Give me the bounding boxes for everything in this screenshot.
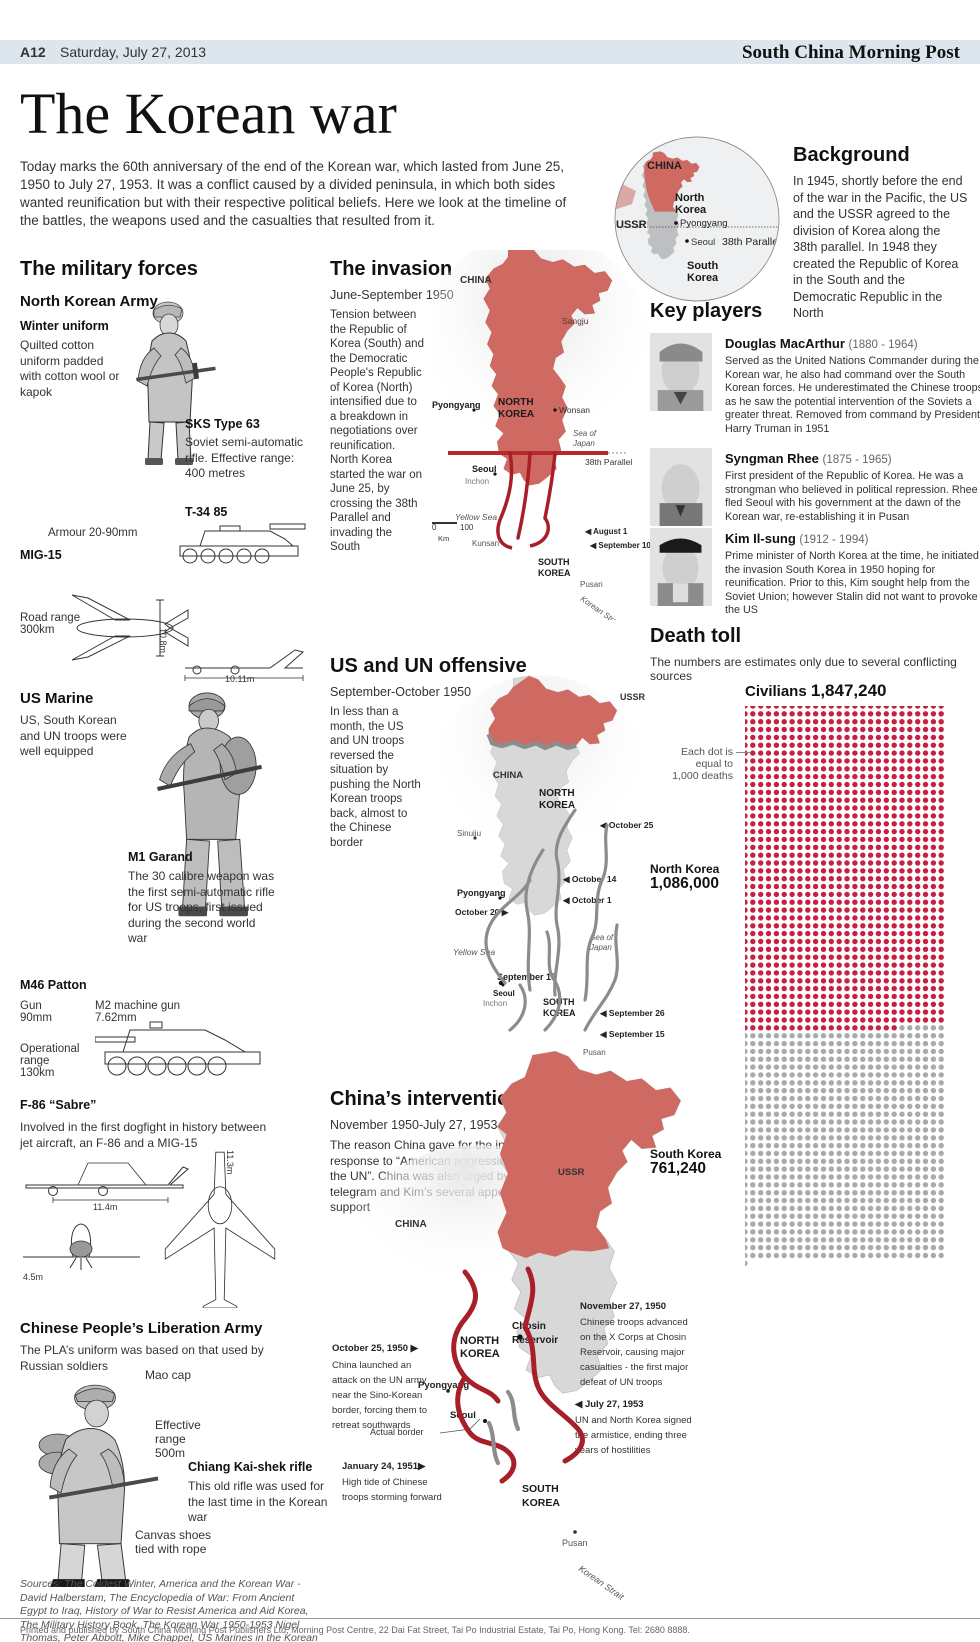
svg-text:South: South — [687, 260, 718, 272]
svg-text:Korean Strait: Korean Strait — [577, 1563, 626, 1602]
svg-text:4.5m: 4.5m — [23, 1272, 43, 1282]
svg-text:CHINA: CHINA — [647, 160, 682, 172]
svg-text:China launched an: China launched an — [332, 1360, 411, 1371]
svg-text:Pyongyang: Pyongyang — [432, 400, 481, 410]
svg-text:Seoul: Seoul — [493, 989, 515, 998]
svg-text:Reservoir, causing major: Reservoir, causing major — [580, 1347, 685, 1358]
svg-text:Pusan: Pusan — [583, 1048, 606, 1057]
svg-text:38th Parallel: 38th Parallel — [722, 236, 780, 248]
svg-text:◀ October 1: ◀ October 1 — [562, 895, 612, 905]
svg-text:◀ October 14: ◀ October 14 — [562, 874, 617, 884]
svg-text:100: 100 — [460, 523, 474, 532]
svg-text:Km: Km — [438, 534, 449, 543]
svg-text:Reservoir: Reservoir — [512, 1335, 558, 1346]
svg-text:Korean Strait: Korean Strait — [579, 594, 623, 620]
svg-text:Seoul: Seoul — [472, 464, 497, 474]
svg-text:September 15: September 15 — [497, 972, 556, 982]
svg-text:Sea of: Sea of — [573, 429, 597, 438]
svg-text:Japan: Japan — [589, 943, 612, 952]
svg-text:Korea: Korea — [687, 272, 719, 284]
svg-text:Inchon: Inchon — [465, 477, 489, 486]
svg-text:November 27, 1950: November 27, 1950 — [580, 1301, 666, 1312]
svg-text:border, forcing them to: border, forcing them to — [332, 1405, 427, 1416]
svg-text:NORTH: NORTH — [539, 788, 575, 799]
svg-text:USSR: USSR — [558, 1167, 585, 1178]
svg-text:Sinuiju: Sinuiju — [457, 829, 481, 838]
svg-text:Yellow Sea: Yellow Sea — [455, 512, 497, 522]
svg-text:0: 0 — [432, 523, 437, 532]
svg-text:Actual border: Actual border — [370, 1427, 424, 1437]
svg-text:SOUTH: SOUTH — [538, 557, 570, 567]
svg-text:KOREA: KOREA — [498, 409, 534, 420]
svg-text:Inchon: Inchon — [483, 999, 507, 1008]
svg-text:Sangju: Sangju — [562, 316, 589, 326]
svg-text:11.4m: 11.4m — [93, 1202, 117, 1212]
svg-text:◀ September 26: ◀ September 26 — [599, 1008, 665, 1018]
svg-text:troops storming forward: troops storming forward — [342, 1492, 442, 1503]
svg-text:10.8m: 10.8m — [158, 628, 168, 653]
svg-text:38th Parallel: 38th Parallel — [585, 457, 632, 467]
svg-text:USSR: USSR — [616, 219, 647, 231]
svg-text:CHINA: CHINA — [395, 1219, 427, 1230]
svg-text:SOUTH: SOUTH — [522, 1483, 559, 1495]
svg-text:CHINA: CHINA — [493, 770, 523, 781]
svg-text:years of hostilities: years of hostilities — [575, 1445, 651, 1456]
svg-text:KOREA: KOREA — [460, 1348, 500, 1360]
svg-text:January 24, 1951▶: January 24, 1951▶ — [342, 1461, 427, 1472]
svg-text:the armistice, ending three: the armistice, ending three — [575, 1430, 687, 1441]
svg-text:KOREA: KOREA — [538, 568, 571, 578]
svg-text:Chinese troops advanced: Chinese troops advanced — [580, 1317, 688, 1328]
svg-text:◀ August 1: ◀ August 1 — [584, 527, 628, 536]
svg-text:on the X Corps at Chosin: on the X Corps at Chosin — [580, 1332, 686, 1343]
svg-text:UN and North Korea signed: UN and North Korea signed — [575, 1415, 692, 1426]
svg-text:◀ July 27, 1953: ◀ July 27, 1953 — [574, 1399, 644, 1410]
svg-text:casualties - the first major: casualties - the first major — [580, 1362, 688, 1373]
svg-text:North: North — [675, 192, 705, 204]
svg-text:KOREA: KOREA — [522, 1497, 560, 1509]
svg-text:defeat of UN troops: defeat of UN troops — [580, 1377, 663, 1388]
svg-text:attack on the UN army: attack on the UN army — [332, 1375, 427, 1386]
svg-text:Wonsan: Wonsan — [559, 405, 590, 415]
svg-text:High tide of Chinese: High tide of Chinese — [342, 1477, 428, 1488]
svg-text:10.11m: 10.11m — [225, 674, 254, 683]
svg-text:Kunsan: Kunsan — [472, 539, 499, 548]
svg-text:Pyongyang: Pyongyang — [457, 888, 506, 898]
svg-text:Pusan: Pusan — [580, 580, 603, 589]
svg-text:Seoul: Seoul — [691, 237, 715, 248]
svg-text:USSR: USSR — [620, 692, 646, 702]
svg-text:October 25, 1950 ▶: October 25, 1950 ▶ — [332, 1343, 420, 1354]
svg-text:Korea: Korea — [675, 204, 707, 216]
svg-text:Pusan: Pusan — [562, 1538, 588, 1548]
svg-text:CHINA: CHINA — [460, 275, 492, 286]
svg-text:NORTH: NORTH — [498, 397, 534, 408]
svg-text:NORTH: NORTH — [460, 1335, 499, 1347]
svg-text:near the Sino-Korean: near the Sino-Korean — [332, 1390, 422, 1401]
svg-text:Japan: Japan — [572, 439, 595, 448]
svg-text:◀ September 15: ◀ September 15 — [599, 1029, 665, 1039]
svg-text:KOREA: KOREA — [539, 800, 575, 811]
svg-text:◀ September 10: ◀ September 10 — [589, 541, 650, 550]
svg-text:Pyongyang: Pyongyang — [680, 218, 728, 229]
